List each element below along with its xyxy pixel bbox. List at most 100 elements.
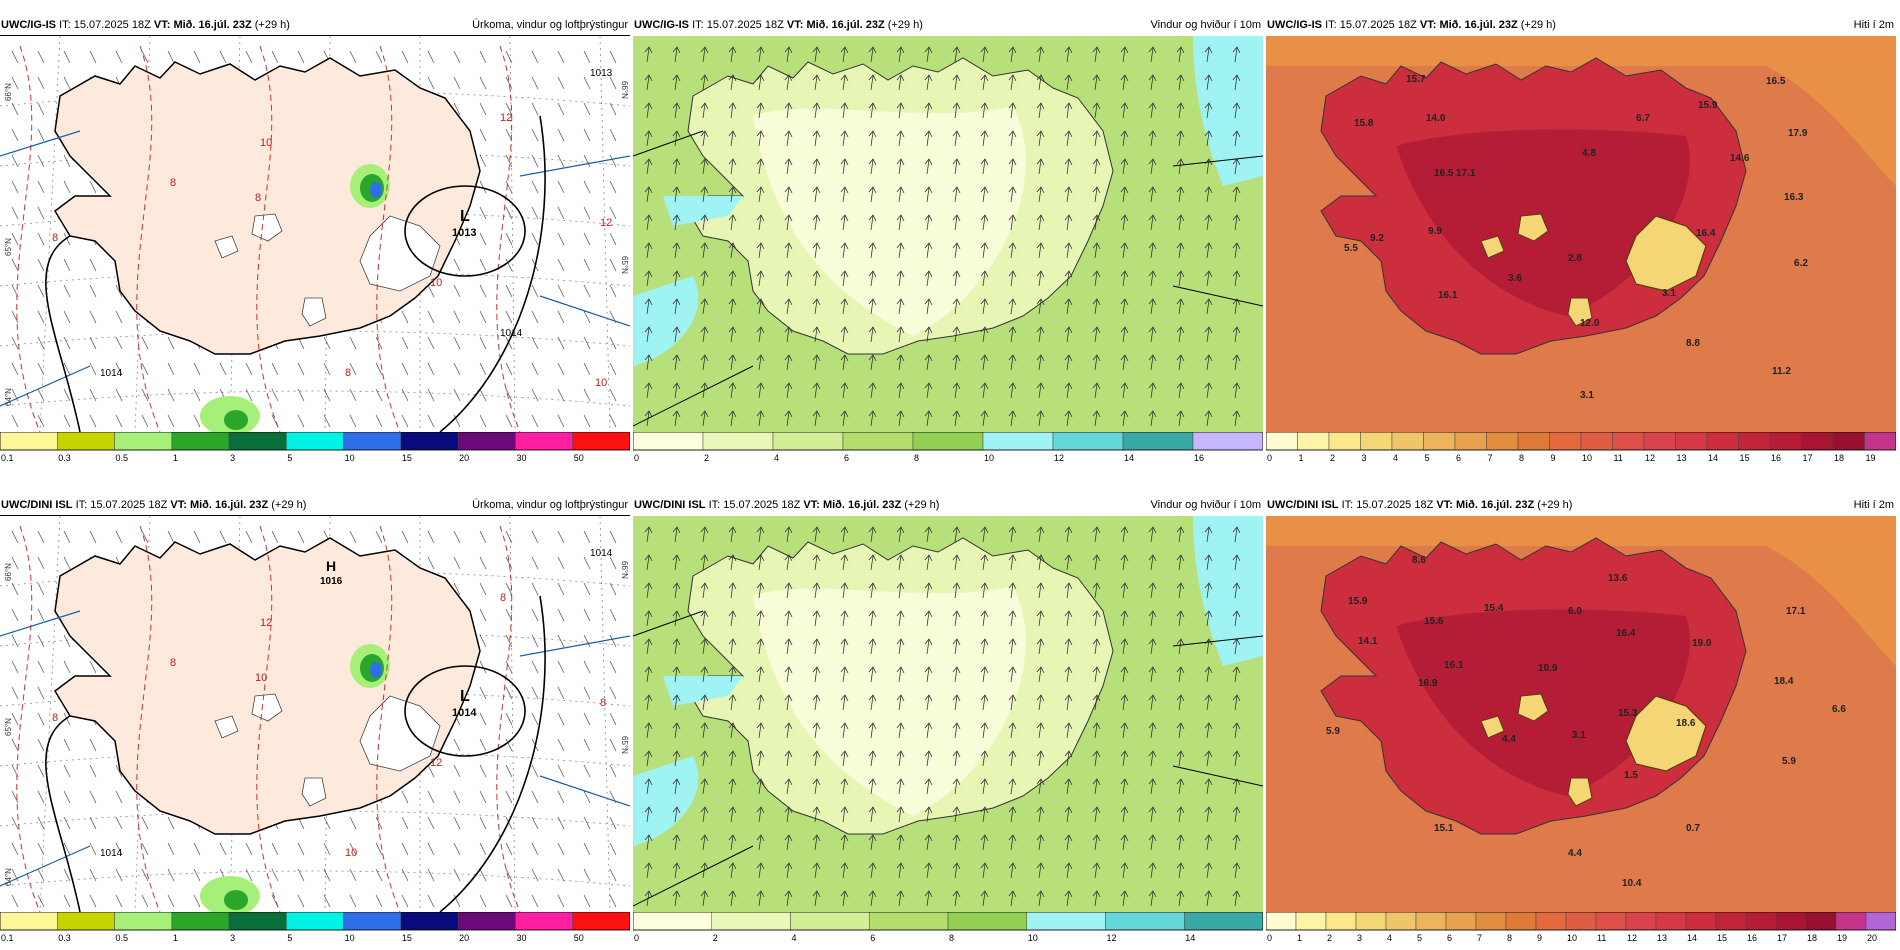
colorbar-swatch (633, 912, 712, 930)
colorbar-swatch (633, 432, 703, 450)
colorbar-swatch (1865, 432, 1897, 450)
lead-time: (+29 h) (1537, 499, 1572, 511)
map-temp[interactable]: 15.7 16.5 15.8 14.0 6.7 15.9 17.9 4.8 14.6 16.5 17… (1266, 36, 1896, 432)
initial-time: 15.07.2025 18Z (74, 19, 151, 31)
map-temp[interactable]: 8.6 13.6 15.9 15.4 6.0 17.1 15.6 16.4 14.1 16.1 10… (1266, 516, 1896, 912)
colorbar-swatch (1746, 912, 1776, 930)
lat-label: 66°N (620, 81, 629, 99)
contour-label: 12 (260, 617, 272, 629)
colorbar-tick: 11 (1597, 933, 1606, 943)
temperature-value: 15.9 (1348, 596, 1368, 607)
colorbar-tick: 13 (1677, 453, 1687, 463)
map-canvas (633, 36, 1263, 432)
temperature-value: 17.1 (1456, 168, 1476, 179)
colorbar-swatch (229, 912, 286, 930)
colorbar-swatch (791, 912, 870, 930)
colorbar-tick: 20 (1867, 933, 1877, 943)
contour-label: 12 (430, 757, 442, 769)
colorbar-swatch (1836, 912, 1866, 930)
colorbar-canvas: 0 2 4 6 8 10 12 14 (633, 912, 1263, 944)
temperature-value: 19.0 (1692, 638, 1712, 649)
colorbar: 0 1 2 3 4 5 6 7 8 9 10 11 12 13 14 15 16 17 18 19 (1266, 432, 1896, 464)
colorbar-tick: 2 (1330, 453, 1335, 463)
temperature-value: 5.9 (1326, 726, 1340, 737)
colorbar-swatch (843, 432, 913, 450)
panel-title: Vindur og hviður í 10m (1151, 494, 1261, 516)
colorbar-tick: 0 (1267, 453, 1272, 463)
valid-time: Mið. 16.júl. 23Z (823, 499, 901, 511)
colorbar-swatch (1424, 432, 1456, 450)
colorbar-tick: 14 (1708, 453, 1718, 463)
colorbar-swatch (401, 432, 458, 450)
colorbar-swatch (1329, 432, 1361, 450)
colorbar-tick: 16 (1747, 933, 1757, 943)
colorbar-tick: 9 (1537, 933, 1542, 943)
temperature-value: 4.4 (1568, 848, 1582, 859)
colorbar-tick: 8 (949, 933, 954, 943)
colorbar-swatch (172, 912, 229, 930)
colorbar-swatch (1356, 912, 1386, 930)
colorbar: 0 2 4 6 8 10 12 14 16 (633, 432, 1263, 464)
temperature-value: 12.0 (1580, 318, 1600, 329)
colorbar-swatch (1802, 432, 1834, 450)
temperature-value: 6.0 (1568, 606, 1582, 617)
model-name: UWC/DINI ISL (1, 499, 73, 511)
colorbar-tick: 0.5 (116, 453, 129, 463)
contour-label: 8 (255, 192, 261, 204)
colorbar-swatch (1053, 432, 1123, 450)
colorbar-swatch (401, 912, 458, 930)
colorbar-swatch (703, 432, 773, 450)
contour-label: 8 (52, 712, 58, 724)
colorbar-swatch (515, 432, 572, 450)
temperature-value: 3.1 (1572, 730, 1586, 741)
colorbar-tick: 4 (1387, 933, 1392, 943)
temperature-value: 15.1 (1434, 823, 1454, 834)
colorbar-swatch (1326, 912, 1356, 930)
high-symbol: H (326, 558, 336, 574)
contour-label: 10 (345, 847, 357, 859)
temperature-value: 16.4 (1696, 228, 1716, 239)
colorbar-tick: 5 (287, 453, 292, 463)
map-wind[interactable] (633, 516, 1263, 912)
colorbar-tick: 5 (1425, 453, 1430, 463)
temperature-value: 10.4 (1622, 878, 1642, 889)
colorbar-swatch (1184, 912, 1263, 930)
panel-temp-igis: UWC/IG-IS IT: 15.07.2025 18Z VT: Mið. 16… (1266, 14, 1896, 464)
panel-precip-igis: UWC/IG-IS IT: 15.07.2025 18Z VT: Mið. 16… (0, 14, 630, 464)
map-wind[interactable] (633, 36, 1263, 432)
map-canvas: 15.7 16.515.8 14.0 6.715.917.94.8 14.616.5 17… (1266, 36, 1896, 432)
colorbar-tick: 10 (1567, 933, 1577, 943)
colorbar-swatch (1106, 912, 1185, 930)
colorbar-tick: 15 (1717, 933, 1727, 943)
map-precip[interactable]: 8 8 10 10 12 12 8 8 1014 1014 L 1014 H 1016 66°N 65°N 64… (0, 516, 630, 912)
temperature-value: 16.5 (1766, 76, 1786, 87)
temperature-value: 0.7 (1686, 823, 1700, 834)
colorbar-tick: 8 (1519, 453, 1524, 463)
temperature-value: 3.1 (1662, 288, 1676, 299)
contour-label: 10 (430, 277, 442, 289)
colorbar-swatch (1506, 912, 1536, 930)
colorbar-swatch (0, 432, 57, 450)
colorbar-swatch (1676, 432, 1708, 450)
colorbar-swatch (115, 432, 172, 450)
colorbar-swatch (773, 432, 843, 450)
colorbar-swatch (286, 912, 343, 930)
temperature-value: 1.5 (1624, 770, 1638, 781)
model-name: UWC/DINI ISL (634, 499, 706, 511)
temperature-value: 6.2 (1794, 258, 1808, 269)
colorbar-tick: 20 (459, 933, 469, 943)
colorbar-tick: 0.5 (116, 933, 129, 943)
panel-title: Vindur og hviður í 10m (1151, 14, 1261, 36)
temperature-value: 6.7 (1636, 113, 1650, 124)
colorbar-tick: 1 (173, 453, 178, 463)
colorbar-tick: 17 (1803, 453, 1813, 463)
colorbar-swatch (1027, 912, 1106, 930)
map-precip[interactable]: 8 8 8 8 10 10 12 12 10 1013 1014 1014 L 1013 66°N 65°N 6… (0, 36, 630, 432)
colorbar-tick: 0 (634, 453, 639, 463)
valid-time: Mið. 16.júl. 23Z (806, 19, 884, 31)
colorbar-swatch (1566, 912, 1596, 930)
model-name: UWC/DINI ISL (1267, 499, 1339, 511)
colorbar-swatch (1193, 432, 1263, 450)
temperature-value: 16.1 (1438, 290, 1458, 301)
colorbar-swatch (948, 912, 1027, 930)
